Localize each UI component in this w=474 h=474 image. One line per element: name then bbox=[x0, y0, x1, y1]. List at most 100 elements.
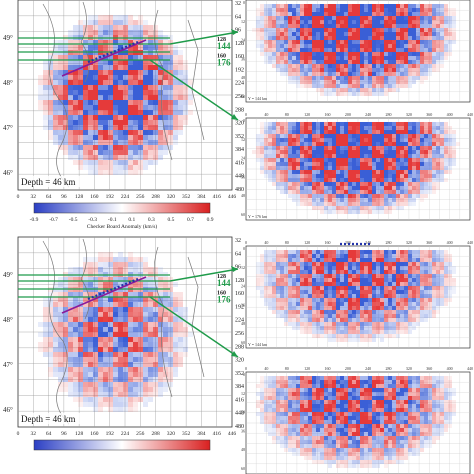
anomaly-cell bbox=[320, 306, 324, 310]
anomaly-cell bbox=[376, 158, 380, 162]
anomaly-cell bbox=[292, 72, 296, 76]
anomaly-cell bbox=[312, 290, 316, 294]
anomaly-cell bbox=[98, 282, 103, 287]
anomaly-cell bbox=[424, 4, 428, 8]
anomaly-cell bbox=[103, 382, 108, 387]
anomaly-cell bbox=[272, 166, 276, 170]
anomaly-cell bbox=[396, 274, 400, 278]
anomaly-cell bbox=[183, 322, 188, 327]
anomaly-cell bbox=[348, 326, 352, 330]
anomaly-cell bbox=[264, 158, 268, 162]
anomaly-cell bbox=[404, 202, 408, 206]
anomaly-cell bbox=[304, 254, 308, 258]
anomaly-cell bbox=[344, 40, 348, 44]
anomaly-cell bbox=[392, 88, 396, 92]
anomaly-cell bbox=[98, 377, 103, 382]
anomaly-cell bbox=[392, 330, 396, 334]
anomaly-cell bbox=[118, 80, 123, 85]
anomaly-cell bbox=[448, 48, 452, 52]
anomaly-cell bbox=[296, 166, 300, 170]
anomaly-cell bbox=[113, 170, 118, 175]
anomaly-cell bbox=[416, 278, 420, 282]
anomaly-cell bbox=[93, 95, 98, 100]
anomaly-cell bbox=[372, 278, 376, 282]
anomaly-cell bbox=[73, 100, 78, 105]
anomaly-cell bbox=[380, 338, 384, 342]
anomaly-cell bbox=[316, 290, 320, 294]
anomaly-cell bbox=[360, 134, 364, 138]
anomaly-cell bbox=[153, 150, 158, 155]
anomaly-cell bbox=[108, 282, 113, 287]
anomaly-cell bbox=[276, 282, 280, 286]
anomaly-cell bbox=[372, 258, 376, 262]
anomaly-cell bbox=[340, 88, 344, 92]
anomaly-cell bbox=[436, 376, 440, 380]
anomaly-cell bbox=[332, 376, 336, 380]
anomaly-cell bbox=[328, 294, 332, 298]
anomaly-cell bbox=[83, 125, 88, 130]
anomaly-cell bbox=[424, 298, 428, 302]
anomaly-cell bbox=[340, 314, 344, 318]
anomaly-cell bbox=[158, 337, 163, 342]
anomaly-cell bbox=[408, 44, 412, 48]
anomaly-cell bbox=[444, 158, 448, 162]
anomaly-cell bbox=[284, 8, 288, 12]
anomaly-cell bbox=[163, 110, 168, 115]
anomaly-cell bbox=[384, 262, 388, 266]
anomaly-cell bbox=[360, 274, 364, 278]
anomaly-cell bbox=[328, 8, 332, 12]
anomaly-cell bbox=[408, 146, 412, 150]
anomaly-cell bbox=[138, 20, 143, 25]
anomaly-cell bbox=[364, 20, 368, 24]
anomaly-cell bbox=[372, 64, 376, 68]
anomaly-cell bbox=[424, 56, 428, 60]
anomaly-cell bbox=[340, 12, 344, 16]
anomaly-cell bbox=[118, 397, 123, 402]
anomaly-cell bbox=[300, 146, 304, 150]
anomaly-cell bbox=[133, 332, 138, 337]
anomaly-cell bbox=[324, 210, 328, 214]
anomaly-cell bbox=[292, 376, 296, 380]
anomaly-cell bbox=[344, 146, 348, 150]
anomaly-cell bbox=[416, 122, 420, 126]
y-tick-label: 416 bbox=[235, 397, 244, 403]
anomaly-cell bbox=[348, 130, 352, 134]
anomaly-cell bbox=[268, 32, 272, 36]
colorbar-tick-label: -0.7 bbox=[49, 217, 58, 223]
anomaly-cell bbox=[396, 52, 400, 56]
anomaly-pattern bbox=[252, 4, 456, 96]
anomaly-cell bbox=[53, 40, 58, 45]
anomaly-cell bbox=[143, 80, 148, 85]
anomaly-cell bbox=[276, 48, 280, 52]
anomaly-cell bbox=[380, 174, 384, 178]
anomaly-cell bbox=[352, 64, 356, 68]
anomaly-cell bbox=[128, 402, 133, 407]
anomaly-cell bbox=[48, 115, 53, 120]
x-tick-label: 446 bbox=[228, 194, 237, 200]
anomaly-cell bbox=[444, 166, 448, 170]
anomaly-cell bbox=[83, 337, 88, 342]
anomaly-cell bbox=[380, 88, 384, 92]
anomaly-cell bbox=[444, 150, 448, 154]
anomaly-cell bbox=[148, 145, 153, 150]
anomaly-cell bbox=[103, 160, 108, 165]
anomaly-cell bbox=[376, 32, 380, 36]
anomaly-cell bbox=[424, 380, 428, 384]
anomaly-cell bbox=[300, 84, 304, 88]
anomaly-cell bbox=[412, 48, 416, 52]
anomaly-cell bbox=[296, 146, 300, 150]
anomaly-cell bbox=[420, 72, 424, 76]
anomaly-cell bbox=[404, 60, 408, 64]
anomaly-cell bbox=[83, 75, 88, 80]
anomaly-cell bbox=[444, 262, 448, 266]
anomaly-cell bbox=[296, 4, 300, 8]
anomaly-cell bbox=[364, 250, 368, 254]
anomaly-cell bbox=[118, 372, 123, 377]
anomaly-cell bbox=[153, 30, 158, 35]
anomaly-cell bbox=[133, 100, 138, 105]
coastline bbox=[42, 1, 205, 188]
anomaly-cell bbox=[328, 88, 332, 92]
anomaly-cell bbox=[436, 4, 440, 8]
anomaly-cell bbox=[300, 40, 304, 44]
anomaly-cell bbox=[384, 182, 388, 186]
